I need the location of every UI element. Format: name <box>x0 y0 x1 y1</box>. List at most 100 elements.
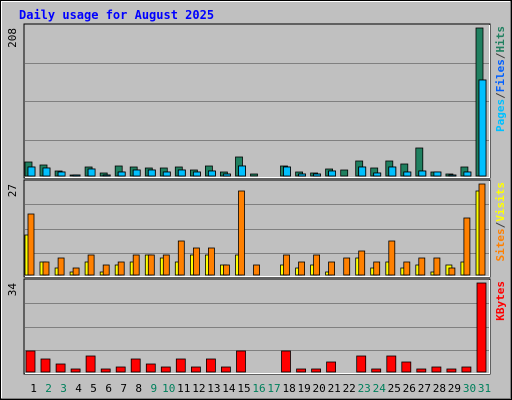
bar-hits-pages-day-19 <box>298 173 307 177</box>
bar-kbytes-kbytes-day-4 <box>70 368 81 373</box>
bar-hits-pages-day-12 <box>192 171 201 177</box>
bar-visits-sites-day-21 <box>328 261 336 276</box>
x-tick-label: 23 <box>358 382 371 395</box>
x-tick-label: 15 <box>237 382 250 395</box>
bar-hits-pages-day-11 <box>177 169 186 177</box>
bar-visits-sites-day-19 <box>298 261 306 276</box>
bar-kbytes-kbytes-day-25 <box>386 355 397 373</box>
bar-hits-pages-day-31 <box>478 79 487 177</box>
x-tick-label: 11 <box>177 382 190 395</box>
bar-hits-pages-day-10 <box>162 171 171 177</box>
bar-hits-pages-day-4 <box>72 174 81 177</box>
bar-hits-pages-day-8 <box>132 169 141 177</box>
x-tick-label: 4 <box>75 382 82 395</box>
bar-kbytes-kbytes-day-21 <box>326 361 337 373</box>
bar-kbytes-kbytes-day-20 <box>311 368 322 373</box>
y-max-label-visits: 27 <box>6 184 19 197</box>
bar-kbytes-kbytes-day-10 <box>160 366 171 373</box>
bar-visits-sites-day-12 <box>192 247 200 276</box>
bar-visits-sites-day-23 <box>358 250 366 276</box>
bar-visits-sites-day-15 <box>238 190 245 276</box>
x-tick-label: 1 <box>30 382 37 395</box>
x-tick-label: 27 <box>418 382 431 395</box>
bar-visits-sites-day-18 <box>283 254 290 276</box>
x-tick-label: 3 <box>60 382 67 395</box>
bar-hits-pages-day-2 <box>42 167 51 177</box>
bar-kbytes-kbytes-day-3 <box>55 363 66 373</box>
panel-background <box>23 179 491 278</box>
bar-hits-pages-day-14 <box>222 173 231 177</box>
bar-hits-pages-day-3 <box>57 171 66 177</box>
bar-kbytes-kbytes-day-8 <box>130 358 141 373</box>
bar-hits-pages-day-30 <box>463 171 472 177</box>
x-tick-label: 22 <box>343 382 356 395</box>
bar-hits-pages-day-9 <box>147 169 156 177</box>
x-tick-label: 17 <box>267 382 280 395</box>
panel-visits: 27 Sites/Visits <box>6 179 507 278</box>
y-max-label-hits: 208 <box>6 28 19 48</box>
x-tick-label: 6 <box>105 382 112 395</box>
bar-visits-sites-day-13 <box>207 247 215 276</box>
x-tick-label: 20 <box>312 382 325 395</box>
bar-hits-pages-day-26 <box>403 171 412 177</box>
bar-visits-sites-day-6 <box>102 264 110 276</box>
x-tick-label: 30 <box>463 382 476 395</box>
bar-visits-sites-day-16 <box>253 264 260 276</box>
bar-visits-sites-day-1 <box>27 213 35 276</box>
bar-hits-pages-day-13 <box>207 170 216 177</box>
bar-visits-sites-day-2 <box>42 261 50 276</box>
bar-kbytes-kbytes-day-28 <box>431 366 442 373</box>
bar-visits-sites-day-14 <box>222 264 230 276</box>
bar-kbytes-kbytes-day-30 <box>461 366 472 373</box>
x-tick-label: 8 <box>135 382 142 395</box>
x-tick-label: 7 <box>120 382 127 395</box>
legend-entry: / <box>494 92 507 99</box>
bar-visits-sites-day-20 <box>313 254 321 276</box>
bar-hits-pages-day-27 <box>418 170 427 177</box>
legend-entry: Pages <box>494 99 507 132</box>
bar-visits-sites-day-7 <box>117 261 125 276</box>
bar-visits-sites-day-8 <box>132 254 140 276</box>
bar-visits-sites-day-30 <box>463 217 471 276</box>
x-tick-label: 24 <box>373 382 387 395</box>
bar-visits-sites-day-26 <box>403 261 411 276</box>
bar-visits-sites-day-25 <box>388 240 396 276</box>
x-tick-label: 18 <box>282 382 295 395</box>
x-tick-label: 12 <box>192 382 205 395</box>
x-tick-label: 13 <box>207 382 220 395</box>
bar-hits-pages-day-7 <box>117 171 126 177</box>
bar-kbytes-kbytes-day-1 <box>25 350 36 373</box>
bar-hits-pages-day-5 <box>87 168 96 177</box>
chart-title: Daily usage for August 2025 <box>19 8 214 22</box>
x-tick-label: 2 <box>45 382 52 395</box>
bar-kbytes-kbytes-day-14 <box>220 366 231 373</box>
bar-hits-pages-day-25 <box>388 166 397 177</box>
bar-visits-sites-day-24 <box>373 261 381 276</box>
bar-visits-sites-day-22 <box>343 257 351 276</box>
legend-entry: Hits <box>494 26 507 53</box>
bar-kbytes-kbytes-day-23 <box>356 355 367 373</box>
bar-kbytes-kbytes-day-6 <box>100 368 111 373</box>
bar-visits-sites-day-5 <box>87 254 95 276</box>
bar-hits-pages-day-20 <box>313 173 322 177</box>
bar-hits-pages-day-24 <box>373 172 382 177</box>
bar-kbytes-kbytes-day-12 <box>190 366 201 373</box>
panel-kbytes: 34 KBytes <box>6 278 507 375</box>
bar-hits-hits-day-16 <box>250 173 258 177</box>
legend-visits: Sites/Visits <box>494 182 507 262</box>
x-tick-label: 14 <box>222 382 236 395</box>
legend-entry: Visits <box>494 182 507 222</box>
legend-entry: / <box>494 52 507 59</box>
legend-entry: Sites <box>494 228 507 261</box>
bar-hits-pages-day-28 <box>433 171 442 177</box>
panel-background <box>23 278 491 375</box>
bar-kbytes-kbytes-day-26 <box>401 361 412 373</box>
bar-visits-sites-day-3 <box>57 257 65 276</box>
bar-visits-sites-day-27 <box>418 257 426 276</box>
bar-visits-sites-day-11 <box>177 240 185 276</box>
bar-hits-pages-day-21 <box>328 170 337 177</box>
bar-kbytes-kbytes-day-9 <box>145 363 156 373</box>
bar-visits-sites-day-31 <box>478 183 486 276</box>
